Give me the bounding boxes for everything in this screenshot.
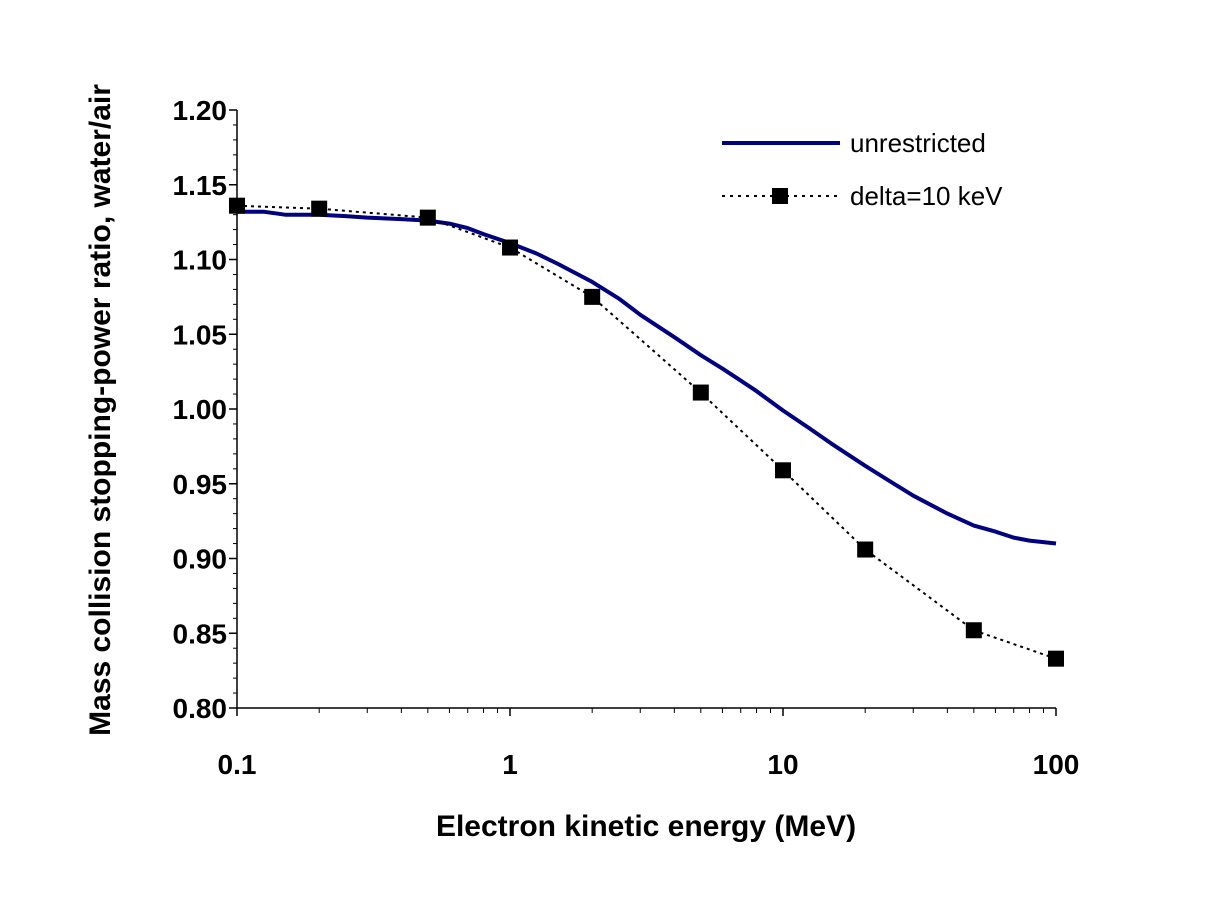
x-tick-label: 10 (767, 749, 798, 780)
y-tick-label: 1.00 (173, 394, 228, 425)
legend-label-unrestricted: unrestricted (850, 128, 986, 158)
data-point-marker (584, 288, 601, 305)
data-point-marker (229, 197, 245, 214)
y-tick-label: 0.85 (173, 618, 228, 649)
data-point-marker (965, 622, 982, 639)
y-tick-label: 1.20 (173, 95, 228, 126)
data-point-marker (502, 239, 518, 256)
y-tick-label: 1.15 (173, 170, 228, 201)
y-tick-label: 0.90 (173, 544, 228, 575)
x-tick-label: 1 (502, 749, 518, 780)
data-point-marker (692, 384, 709, 401)
legend: unrestricted delta=10 keV (722, 128, 1003, 211)
data-point-marker (311, 200, 328, 217)
x-axis-title: Electron kinetic energy (MeV) (436, 810, 856, 843)
data-point-marker (1048, 650, 1064, 667)
x-tick-label: 100 (1033, 749, 1080, 780)
y-tick-label: 1.05 (173, 319, 228, 350)
y-tick-label: 1.10 (173, 245, 228, 276)
axes: 0.80 0.85 0.90 0.95 1.00 1.05 1.10 1.15 1.20 0.1 1… (173, 95, 1080, 780)
y-tick-label: 0.95 (173, 469, 228, 500)
series-line-0 (237, 209, 1057, 546)
legend-label-delta: delta=10 keV (850, 181, 1003, 211)
y-tick-label: 0.80 (173, 693, 228, 724)
data-point-marker (419, 209, 436, 226)
series-layer (229, 197, 1064, 667)
x-tick-label: 0.1 (218, 749, 257, 780)
legend-marker-delta (772, 188, 788, 204)
y-axis-title: Mass collision stopping-power ratio, wat… (84, 84, 117, 736)
data-point-marker (775, 462, 791, 479)
series-line-1 (236, 204, 1057, 660)
data-point-marker (857, 541, 874, 558)
